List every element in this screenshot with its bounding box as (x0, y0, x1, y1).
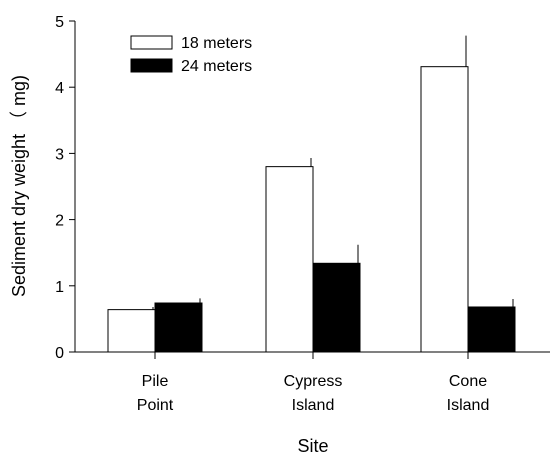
legend-swatch (130, 58, 173, 73)
legend: 18 meters 24 meters (130, 35, 252, 75)
bar-18m (107, 309, 156, 353)
legend-swatch (130, 35, 173, 50)
x-axis-title: Site (297, 436, 328, 456)
x-tick-label: Pile Point (137, 373, 174, 414)
y-tick-label: 4 (55, 80, 64, 97)
bar-24m (154, 302, 203, 353)
bar-24m (467, 306, 516, 353)
plot-area: 0 1 2 3 4 5 Pile Point Cypress Island Cone Island (55, 14, 550, 414)
legend-label: 18 meters (181, 35, 252, 52)
y-tick-label: 2 (55, 213, 64, 230)
y-tick-label: 0 (55, 345, 64, 362)
legend-label: 24 meters (181, 58, 252, 75)
bar-24m (312, 262, 361, 353)
x-tick-label: Cone Island (447, 373, 490, 414)
bar-18m (420, 66, 469, 353)
y-tick-label: 1 (55, 279, 64, 296)
y-tick-label: 5 (55, 14, 64, 31)
x-tick-label: Cypress Island (284, 373, 343, 414)
y-tick-label: 3 (55, 146, 64, 163)
bar-18m (265, 166, 314, 353)
y-axis-title: Sediment dry weight （ mg) (9, 75, 29, 297)
